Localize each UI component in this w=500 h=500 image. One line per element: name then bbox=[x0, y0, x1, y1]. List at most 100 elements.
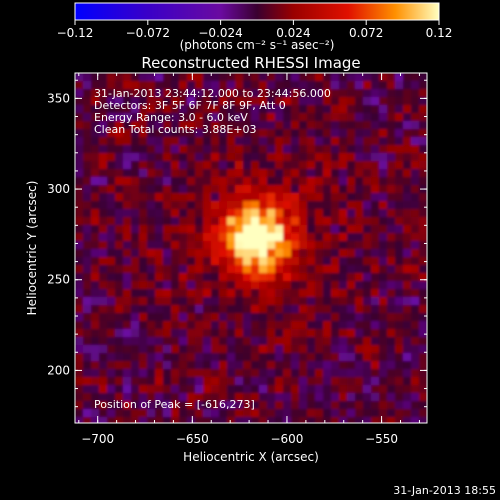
heatmap-cell bbox=[123, 193, 132, 202]
heatmap-cell bbox=[275, 121, 284, 130]
heatmap-cell bbox=[275, 233, 284, 242]
heatmap-cell bbox=[227, 97, 236, 106]
heatmap-cell bbox=[179, 161, 188, 170]
heatmap-cell bbox=[299, 121, 308, 130]
heatmap-cell bbox=[195, 225, 204, 234]
heatmap-cell bbox=[379, 313, 388, 322]
heatmap-cell bbox=[331, 97, 340, 106]
heatmap-cell bbox=[235, 345, 244, 354]
heatmap-cell bbox=[163, 401, 172, 410]
heatmap-cell bbox=[123, 129, 132, 138]
heatmap-cell bbox=[163, 129, 172, 138]
heatmap-cell bbox=[355, 137, 364, 146]
heatmap-cell bbox=[395, 241, 404, 250]
heatmap-cell bbox=[107, 137, 116, 146]
heatmap-cell bbox=[203, 369, 212, 378]
heatmap-cell bbox=[147, 385, 156, 394]
heatmap-cell bbox=[219, 209, 228, 218]
heatmap-cell bbox=[379, 385, 388, 394]
heatmap-cell bbox=[411, 137, 420, 146]
heatmap-cell bbox=[75, 217, 84, 226]
heatmap-cell bbox=[339, 337, 348, 346]
heatmap-cell bbox=[395, 225, 404, 234]
heatmap-cell bbox=[331, 105, 340, 114]
heatmap-cell bbox=[283, 129, 292, 138]
heatmap-cell bbox=[139, 249, 148, 258]
heatmap-cell bbox=[331, 185, 340, 194]
heatmap-cell bbox=[155, 345, 164, 354]
heatmap-cell bbox=[283, 193, 292, 202]
heatmap-cell bbox=[203, 345, 212, 354]
heatmap-cell bbox=[211, 193, 220, 202]
heatmap-cell bbox=[403, 417, 412, 423]
heatmap-cell bbox=[163, 393, 172, 402]
heatmap-cell bbox=[155, 329, 164, 338]
heatmap-cell bbox=[195, 249, 204, 258]
heatmap-cell bbox=[75, 169, 84, 178]
heatmap-cell bbox=[299, 153, 308, 162]
heatmap-cell bbox=[91, 313, 100, 322]
heatmap-cell bbox=[323, 113, 332, 122]
heatmap-cell bbox=[211, 169, 220, 178]
heatmap-cell bbox=[147, 393, 156, 402]
heatmap-cell bbox=[243, 89, 252, 98]
heatmap-cell bbox=[179, 153, 188, 162]
heatmap-cell bbox=[363, 329, 372, 338]
heatmap-cell bbox=[395, 89, 404, 98]
heatmap-cell bbox=[91, 321, 100, 330]
heatmap-cell bbox=[243, 313, 252, 322]
heatmap-cell bbox=[323, 241, 332, 250]
heatmap-cell bbox=[395, 329, 404, 338]
heatmap-cell bbox=[163, 369, 172, 378]
heatmap-cell bbox=[203, 417, 212, 423]
heatmap-cell bbox=[379, 225, 388, 234]
heatmap-cell bbox=[123, 145, 132, 154]
heatmap-cell bbox=[75, 329, 84, 338]
heatmap-cell bbox=[147, 329, 156, 338]
heatmap-cell bbox=[323, 225, 332, 234]
heatmap-cell bbox=[163, 121, 172, 130]
heatmap-cell bbox=[219, 417, 228, 423]
heatmap-cell bbox=[283, 137, 292, 146]
heatmap-cell bbox=[315, 361, 324, 370]
heatmap-cell bbox=[227, 121, 236, 130]
heatmap-cell bbox=[107, 337, 116, 346]
heatmap-cell bbox=[219, 161, 228, 170]
heatmap-cell bbox=[411, 153, 420, 162]
y-tick-label: 300 bbox=[47, 182, 70, 196]
heatmap-cell bbox=[419, 337, 427, 346]
heatmap-cell bbox=[147, 289, 156, 298]
heatmap-cell bbox=[131, 193, 140, 202]
heatmap-cell bbox=[123, 361, 132, 370]
heatmap-cell bbox=[107, 377, 116, 386]
heatmap-cell bbox=[115, 201, 124, 210]
heatmap-cell bbox=[155, 313, 164, 322]
heatmap-cell bbox=[395, 105, 404, 114]
heatmap-cell bbox=[187, 273, 196, 282]
heatmap-cell bbox=[163, 361, 172, 370]
heatmap-cell bbox=[379, 289, 388, 298]
heatmap-cell bbox=[171, 105, 180, 114]
heatmap-cell bbox=[259, 201, 268, 210]
heatmap-cell bbox=[339, 297, 348, 306]
heatmap-cell bbox=[251, 73, 260, 82]
heatmap-cell bbox=[283, 81, 292, 90]
heatmap-cell bbox=[411, 321, 420, 330]
heatmap-cell bbox=[155, 193, 164, 202]
heatmap-cell bbox=[163, 249, 172, 258]
heatmap-cell bbox=[259, 249, 268, 258]
heatmap-cell bbox=[323, 281, 332, 290]
heatmap-cell bbox=[267, 345, 276, 354]
heatmap-cell bbox=[147, 265, 156, 274]
heatmap-cell bbox=[347, 105, 356, 114]
heatmap-cell bbox=[403, 169, 412, 178]
heatmap-cell bbox=[419, 241, 427, 250]
heatmap-cell bbox=[227, 265, 236, 274]
heatmap-cell bbox=[323, 337, 332, 346]
heatmap-cell bbox=[123, 137, 132, 146]
heatmap-cell bbox=[227, 297, 236, 306]
heatmap-cell bbox=[299, 137, 308, 146]
heatmap-cell bbox=[339, 177, 348, 186]
heatmap-cell bbox=[187, 257, 196, 266]
heatmap-cell bbox=[347, 217, 356, 226]
